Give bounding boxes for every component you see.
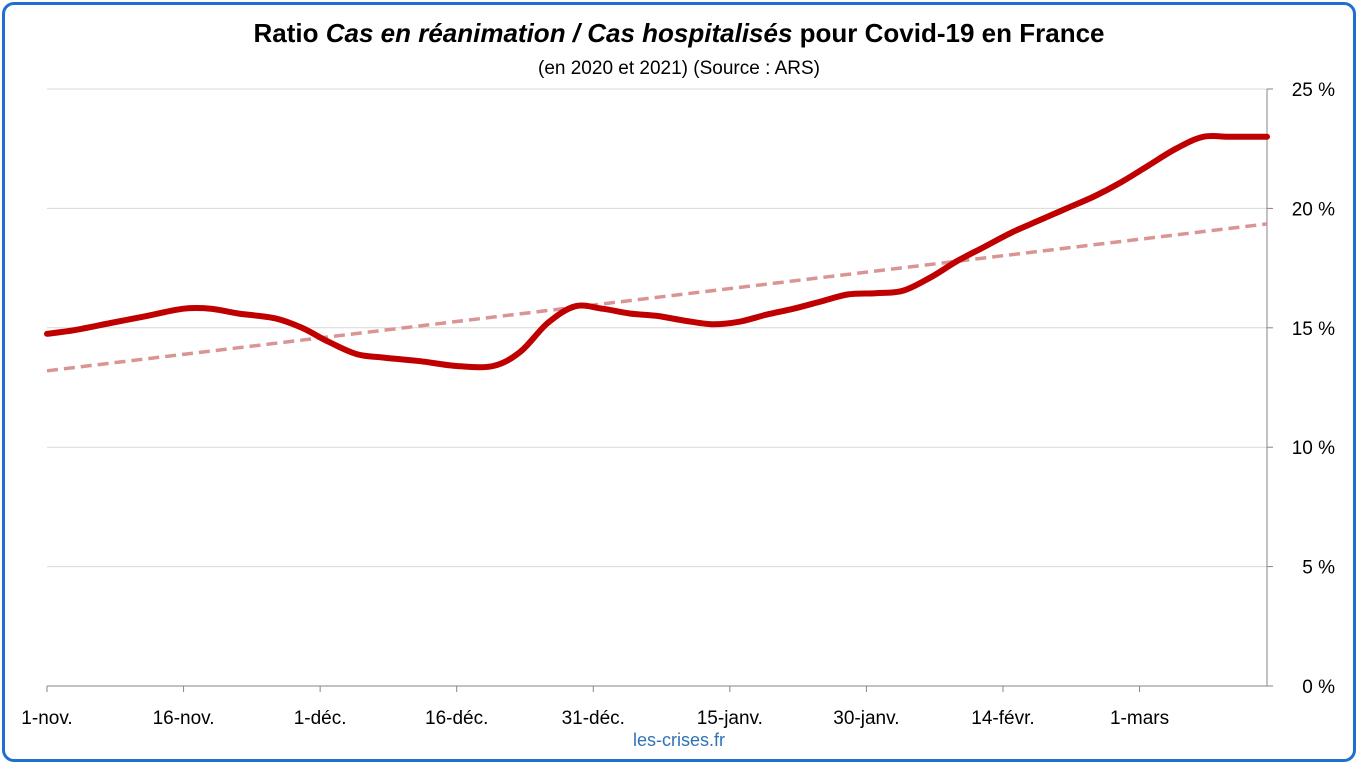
gridlines [47, 88, 1267, 568]
chart-title-part3: pour Covid-19 en France [792, 18, 1105, 48]
y-tick-label: 5 % [1302, 558, 1335, 579]
y-tick-label: 15 % [1292, 319, 1335, 340]
y-tick-label: 10 % [1292, 438, 1335, 459]
x-tick-label: 31-déc. [562, 708, 625, 729]
series-lines [44, 132, 1270, 373]
x-tick-label: 1-mars [1110, 708, 1169, 729]
y-tick-label: 0 % [1302, 677, 1335, 698]
axes [46, 88, 1273, 692]
x-tick-label: 1-nov. [21, 708, 72, 729]
x-tick-label: 16-déc. [425, 708, 488, 729]
y-tick-label: 25 % [1292, 80, 1335, 101]
x-tick-label: 15-janv. [697, 708, 763, 729]
y-tick-label: 20 % [1292, 199, 1335, 220]
chart-subtitle: (en 2020 et 2021) (Source : ARS) [538, 58, 820, 79]
chart-title: Ratio Cas en réanimation / Cas hospitali… [0, 18, 1358, 49]
ratio-series-line [44, 132, 1270, 371]
x-tick-label: 16-nov. [153, 708, 215, 729]
source-credit: les-crises.fr [632, 730, 725, 750]
x-tick-label: 1-déc. [294, 708, 347, 729]
x-tick-label: 30-janv. [833, 708, 899, 729]
tick-labels: 0 % 5 % 10 % 15 % 20 % 25 % 1-nov. 16-nov. 1-déc… [21, 80, 1335, 729]
trend-line [46, 222, 1268, 373]
x-tick-label: 14-févr. [971, 708, 1034, 729]
chart-title-part2: Cas en réanimation / Cas hospitalisés [325, 18, 793, 48]
chart-title-part1: Ratio [253, 18, 326, 48]
